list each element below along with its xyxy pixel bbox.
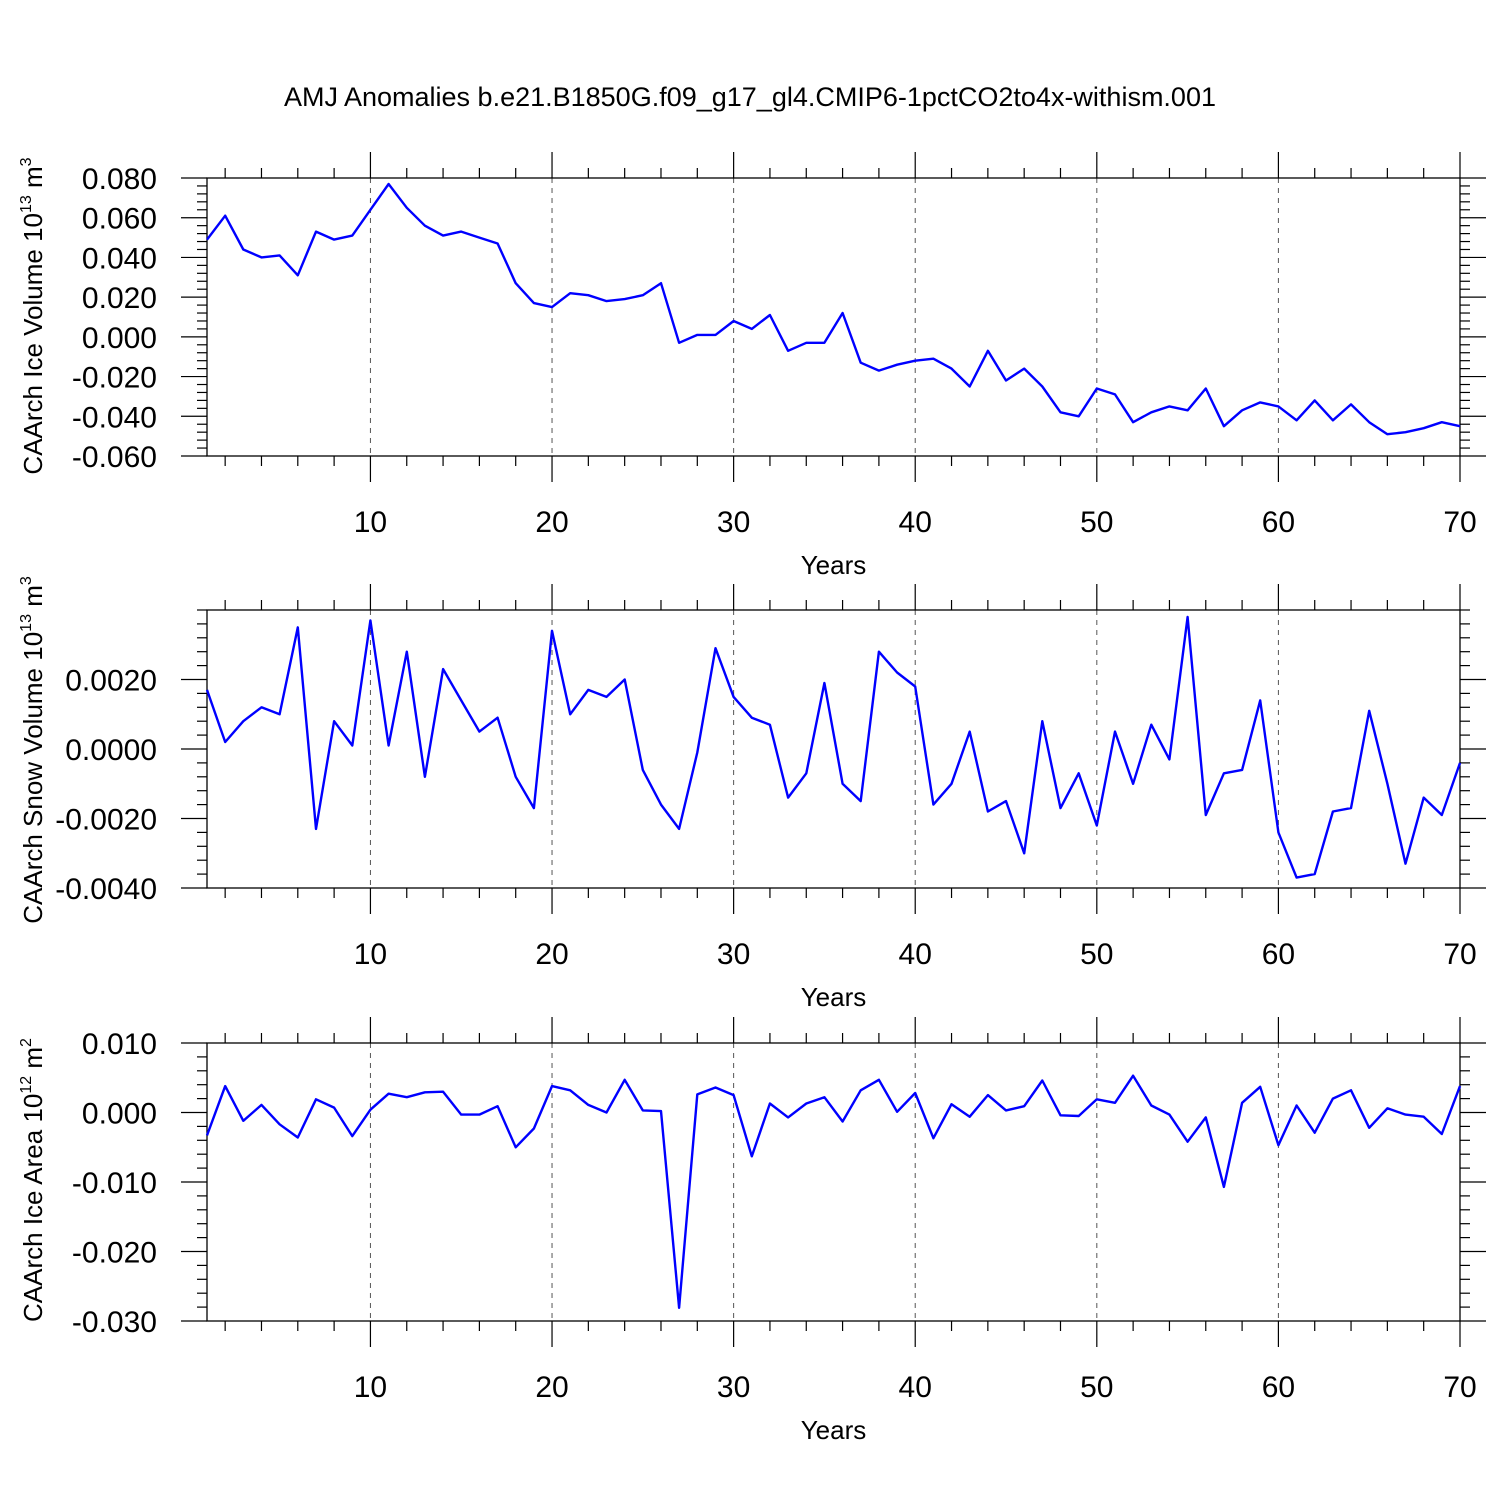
panel-3: -0.030 -0.020 -0.010 0.000 0.010 10 20 30 40 50 60… — [18, 1017, 1486, 1445]
y-tick-label: -0.040 — [72, 401, 157, 434]
y-tick-label: 0.000 — [82, 1098, 157, 1131]
x-axis-label: Years — [801, 1415, 867, 1445]
x-tick-label: 20 — [535, 506, 568, 539]
series-line — [206, 182, 1461, 436]
y-tick-label: -0.0020 — [55, 804, 157, 837]
y-tick-label: -0.010 — [72, 1167, 157, 1200]
plot-frame — [206, 177, 1461, 457]
x-tick-label: 70 — [1443, 1371, 1476, 1404]
x-tick-label: 60 — [1262, 938, 1295, 971]
y-tick-label: -0.0040 — [55, 873, 157, 906]
x-tick-label: 50 — [1080, 506, 1113, 539]
x-tick-label: 40 — [899, 1371, 932, 1404]
panel-1: -0.060 -0.040 -0.020 0.000 0.020 0.040 0.060 0.… — [18, 152, 1486, 580]
y-tick-label: 0.060 — [82, 203, 157, 236]
x-tick-label: 50 — [1080, 938, 1113, 971]
x-tick-label: 40 — [899, 938, 932, 971]
y-axis-label: CAArch Snow Volume 1013 m3 — [18, 576, 48, 924]
y-axis-label: CAArch Ice Area 1012 m2 — [18, 1038, 48, 1322]
plot-frame — [206, 609, 1461, 889]
y-tick-label: 0.000 — [82, 322, 157, 355]
panels: -0.060 -0.040 -0.020 0.000 0.020 0.040 0.060 0.… — [18, 152, 1486, 1445]
series-line — [205, 1074, 1462, 1310]
x-tick-label: 20 — [535, 938, 568, 971]
y-tick-label: 0.080 — [82, 163, 157, 196]
x-axis-label: Years — [801, 550, 867, 580]
y-tick-label: 0.010 — [82, 1028, 157, 1061]
y-axis-label: CAArch Ice Volume 1013 m3 — [18, 157, 48, 474]
y-tick-label: -0.060 — [72, 441, 157, 474]
x-tick-label: 30 — [717, 938, 750, 971]
x-tick-label: 10 — [354, 1371, 387, 1404]
y-tick-label: 0.020 — [82, 282, 157, 315]
x-tick-label: 50 — [1080, 1371, 1113, 1404]
plot-frame — [206, 1042, 1461, 1322]
x-tick-label: 40 — [899, 506, 932, 539]
x-tick-label: 70 — [1443, 506, 1476, 539]
chart-title: AMJ Anomalies b.e21.B1850G.f09_g17_gl4.C… — [284, 82, 1216, 112]
x-tick-label: 20 — [535, 1371, 568, 1404]
y-tick-label: 0.040 — [82, 242, 157, 275]
y-tick-label: 0.0020 — [65, 665, 157, 698]
y-tick-label: -0.020 — [72, 1237, 157, 1270]
y-tick-label: 0.0000 — [65, 734, 157, 767]
x-tick-label: 30 — [717, 1371, 750, 1404]
x-tick-label: 10 — [354, 506, 387, 539]
series-line — [205, 615, 1462, 879]
x-tick-label: 60 — [1262, 1371, 1295, 1404]
x-tick-label: 10 — [354, 938, 387, 971]
y-tick-label: -0.030 — [72, 1306, 157, 1339]
panel-2: -0.0040 -0.0020 0.0000 0.0020 10 20 30 40 50 60 70… — [18, 576, 1486, 1012]
x-tick-label: 60 — [1262, 506, 1295, 539]
y-tick-label: -0.020 — [72, 362, 157, 395]
x-tick-label: 30 — [717, 506, 750, 539]
x-tick-label: 70 — [1443, 938, 1476, 971]
x-axis-label: Years — [801, 982, 867, 1012]
